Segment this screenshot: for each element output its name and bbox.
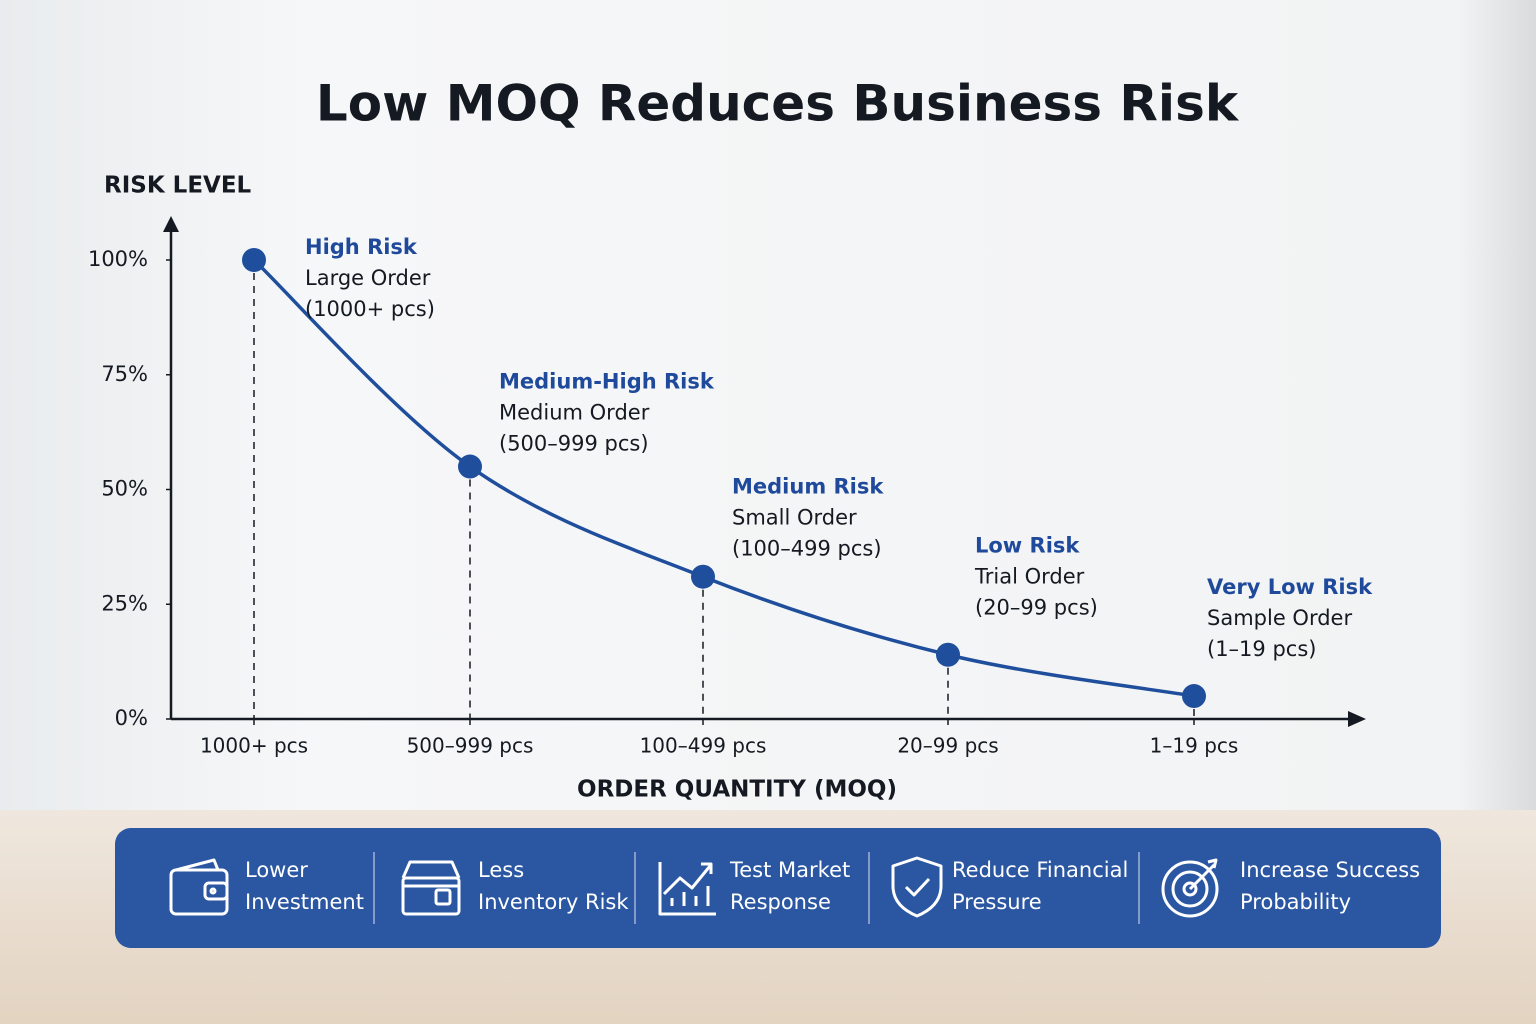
data-point bbox=[1182, 684, 1206, 709]
data-point bbox=[242, 248, 266, 272]
benefit-text: Response bbox=[730, 890, 831, 914]
data-point bbox=[458, 454, 482, 479]
annotation-line: (20–99 pcs) bbox=[975, 596, 1098, 620]
x-tick-label: 20–99 pcs bbox=[897, 734, 998, 758]
dividers bbox=[373, 852, 1140, 924]
box-icon bbox=[401, 860, 461, 916]
benefit-text: Investment bbox=[245, 890, 364, 914]
x-axis-title: ORDER QUANTITY (MOQ) bbox=[577, 777, 897, 803]
annotation-title: Medium-High Risk bbox=[499, 370, 715, 394]
x-tick-label: 1000+ pcs bbox=[200, 734, 308, 758]
icons bbox=[169, 856, 1219, 918]
x-tick-label: 500–999 pcs bbox=[407, 734, 534, 758]
y-axis-title: RISK LEVEL bbox=[104, 173, 252, 199]
annotation-title: Very Low Risk bbox=[1207, 575, 1373, 599]
annotation-line: Sample Order bbox=[1207, 606, 1352, 630]
annotation-line: (500–999 pcs) bbox=[499, 432, 649, 456]
shield-icon bbox=[891, 856, 943, 918]
wallet-icon bbox=[169, 858, 229, 916]
annotation-line: (1000+ pcs) bbox=[305, 297, 435, 321]
annotation-line: (1–19 pcs) bbox=[1207, 637, 1316, 661]
annotation-line: Medium Order bbox=[499, 401, 650, 425]
chart-title: Low MOQ Reduces Business Risk bbox=[316, 75, 1240, 133]
annotation-line: Small Order bbox=[732, 506, 857, 530]
y-tick-label: 75% bbox=[101, 362, 148, 386]
annotation-line: (100–499 pcs) bbox=[732, 537, 882, 561]
annotation-line: Large Order bbox=[305, 266, 431, 290]
x-tick-label: 1–19 pcs bbox=[1150, 734, 1239, 758]
annotation-line: Trial Order bbox=[974, 565, 1085, 589]
y-tick-label: 100% bbox=[88, 247, 148, 271]
y-tick-label: 0% bbox=[115, 706, 148, 730]
y-axis-arrow bbox=[163, 216, 179, 232]
annotation-title: High Risk bbox=[305, 235, 418, 259]
benefit-text: Test Market bbox=[729, 858, 850, 882]
benefit-text: Less bbox=[478, 858, 524, 882]
benefit-text: Pressure bbox=[952, 890, 1042, 914]
benefit-text: Lower bbox=[245, 858, 308, 882]
y-tick-label: 50% bbox=[101, 477, 148, 501]
benefit-text: Increase Success bbox=[1240, 858, 1420, 882]
data-point bbox=[691, 564, 715, 589]
benefit-text: Inventory Risk bbox=[478, 890, 629, 914]
annotation-title: Medium Risk bbox=[732, 475, 884, 499]
benefit-text: Reduce Financial bbox=[952, 858, 1128, 882]
growth-icon bbox=[658, 862, 716, 916]
data-point bbox=[936, 642, 960, 667]
benefits-bar bbox=[115, 828, 1441, 948]
annotation-title: Low Risk bbox=[975, 534, 1080, 558]
x-axis-arrow bbox=[1348, 711, 1366, 727]
x-tick-label: 100–499 pcs bbox=[640, 734, 767, 758]
benefit-text: Probability bbox=[1240, 890, 1351, 914]
y-tick-label: 25% bbox=[101, 591, 148, 615]
target-icon bbox=[1161, 858, 1219, 918]
